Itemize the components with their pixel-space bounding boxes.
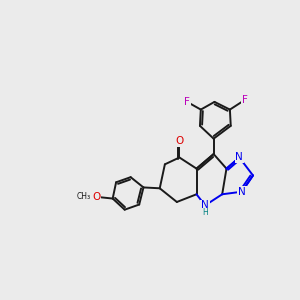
Text: O: O xyxy=(175,136,184,146)
Text: N: N xyxy=(238,187,246,197)
Text: N: N xyxy=(201,200,209,210)
Text: O: O xyxy=(92,192,101,202)
Text: N: N xyxy=(236,152,243,163)
Text: H: H xyxy=(202,208,208,217)
Text: F: F xyxy=(242,95,248,105)
Text: F: F xyxy=(184,97,190,107)
Text: CH₃: CH₃ xyxy=(76,192,91,201)
